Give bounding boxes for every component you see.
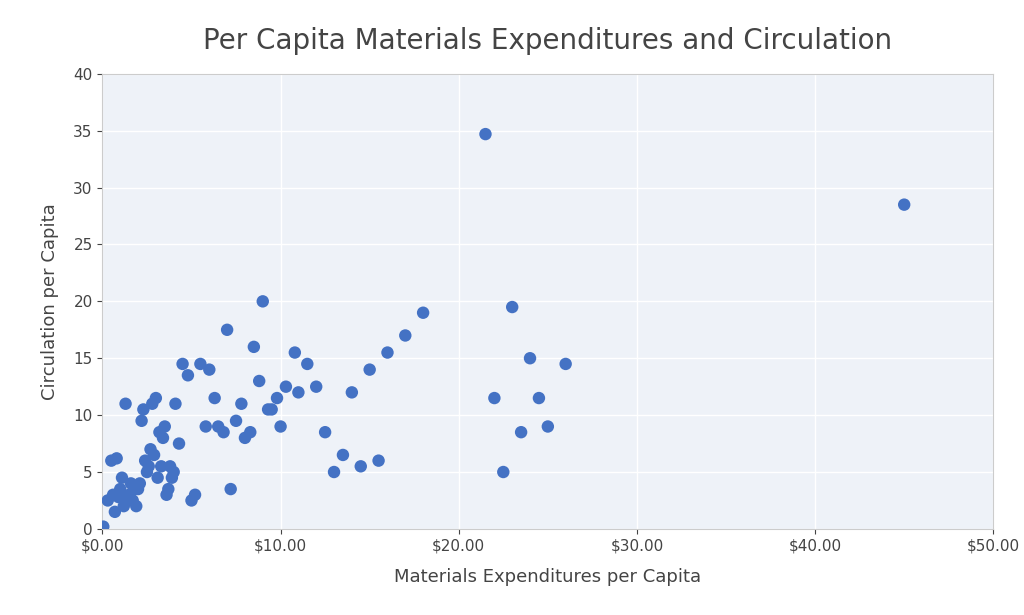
Point <box>133 416 150 426</box>
Point <box>361 365 378 375</box>
Point <box>530 393 547 403</box>
Point <box>335 450 351 460</box>
Point <box>513 427 529 437</box>
Point <box>104 490 121 499</box>
Point <box>495 467 511 477</box>
Point <box>486 393 503 403</box>
Point <box>159 490 175 499</box>
Point <box>125 496 141 506</box>
Point <box>246 342 262 352</box>
Point <box>106 507 123 517</box>
Point <box>207 393 223 403</box>
Point <box>415 308 431 317</box>
Point <box>477 129 494 139</box>
Point <box>135 405 152 415</box>
Point <box>260 405 276 415</box>
Point <box>153 461 169 471</box>
Point <box>103 456 120 466</box>
Point <box>137 456 154 466</box>
Point <box>183 496 200 506</box>
Point <box>263 405 280 415</box>
Point <box>237 433 253 443</box>
Point <box>242 427 258 437</box>
Point <box>219 325 236 335</box>
Point <box>227 416 245 426</box>
Point <box>112 484 128 494</box>
Point <box>114 473 130 483</box>
Point <box>540 422 556 432</box>
Point <box>344 387 360 397</box>
Point <box>167 399 183 408</box>
Point <box>186 490 203 499</box>
Point <box>139 467 156 477</box>
Point <box>126 484 142 494</box>
Point <box>371 456 387 466</box>
Point <box>121 490 137 499</box>
Point <box>118 399 134 408</box>
Point <box>109 453 125 463</box>
Point <box>166 467 182 477</box>
Point <box>317 427 334 437</box>
Point <box>157 422 173 432</box>
Point <box>111 492 127 502</box>
Point <box>201 365 217 375</box>
Point <box>99 496 116 506</box>
Point <box>193 359 209 369</box>
Point <box>896 200 912 210</box>
Point <box>160 484 176 494</box>
Y-axis label: Circulation per Capita: Circulation per Capita <box>41 203 59 400</box>
Point <box>152 427 168 437</box>
Point <box>222 484 239 494</box>
Point <box>132 478 148 488</box>
Point <box>308 382 325 392</box>
Point <box>180 370 197 380</box>
Point <box>95 522 112 531</box>
Point <box>251 376 267 386</box>
X-axis label: Materials Expenditures per Capita: Materials Expenditures per Capita <box>394 568 701 585</box>
Title: Per Capita Materials Expenditures and Circulation: Per Capita Materials Expenditures and Ci… <box>204 27 892 55</box>
Point <box>123 478 139 488</box>
Point <box>164 473 180 483</box>
Point <box>233 399 250 408</box>
Point <box>255 296 271 306</box>
Point <box>290 387 306 397</box>
Point <box>145 450 162 460</box>
Point <box>299 359 315 369</box>
Point <box>174 359 190 369</box>
Point <box>269 393 286 403</box>
Point <box>162 461 178 471</box>
Point <box>144 399 161 408</box>
Point <box>119 496 135 506</box>
Point <box>155 433 171 443</box>
Point <box>379 347 395 357</box>
Point <box>171 438 187 448</box>
Point <box>116 501 132 511</box>
Point <box>147 393 164 403</box>
Point <box>128 501 144 511</box>
Point <box>326 467 342 477</box>
Point <box>142 444 159 454</box>
Point <box>140 461 157 471</box>
Point <box>504 302 520 312</box>
Point <box>210 422 226 432</box>
Point <box>198 422 214 432</box>
Point <box>397 330 414 340</box>
Point <box>272 422 289 432</box>
Point <box>150 473 166 483</box>
Point <box>522 353 539 363</box>
Point <box>278 382 294 392</box>
Point <box>352 461 369 471</box>
Point <box>287 347 303 357</box>
Point <box>557 359 573 369</box>
Point <box>215 427 231 437</box>
Point <box>130 484 146 494</box>
